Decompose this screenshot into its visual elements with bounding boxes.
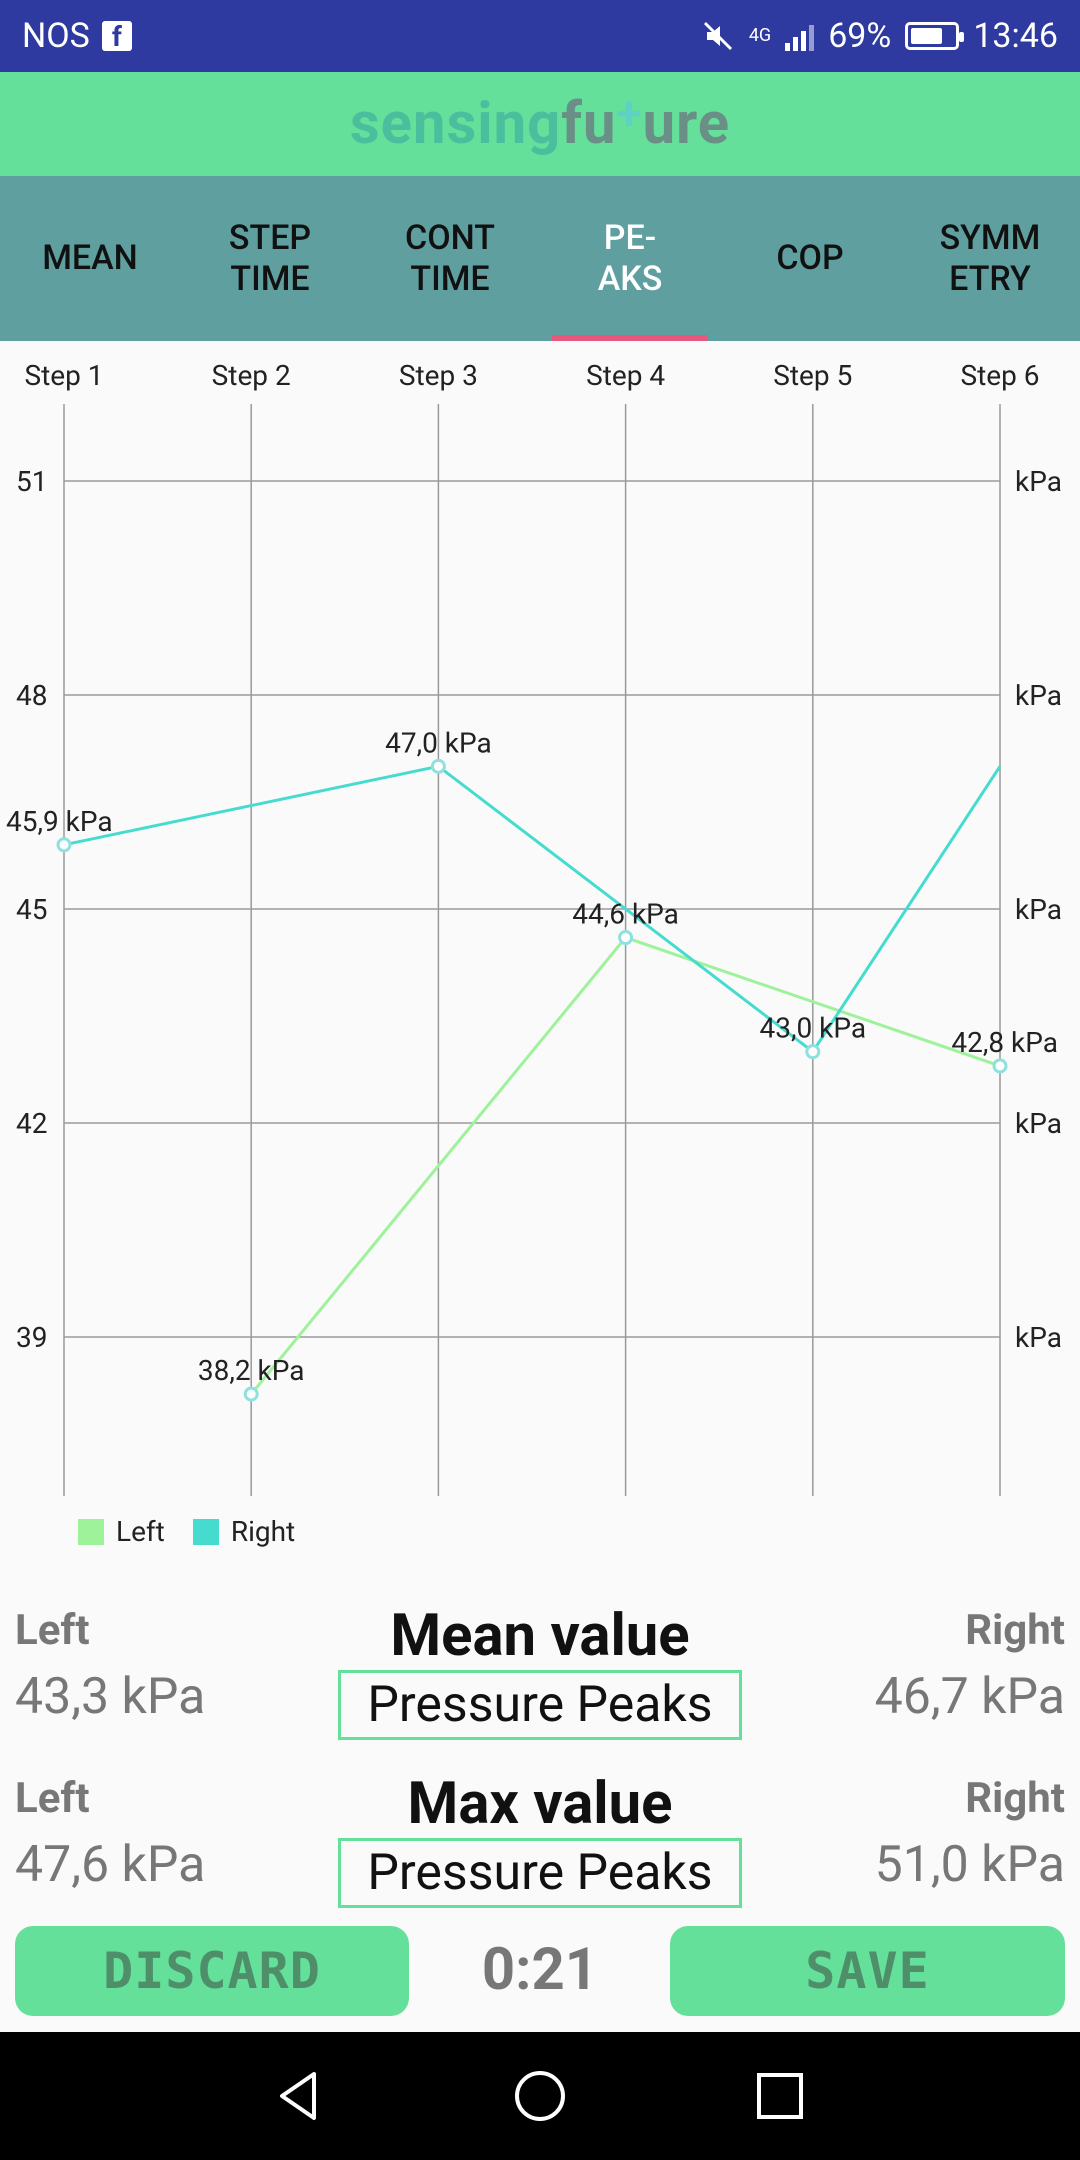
chart-svg: Step 1 Step 2 Step 3 Step 4 Step 5 Step 6 39 kP…: [6, 359, 1062, 1496]
data-label: 44,6 kPa: [572, 898, 679, 931]
recording-timer: 0:21: [481, 1936, 599, 2004]
mean-right-value: 46,7 kPa: [874, 1668, 1065, 1726]
logo-text-sensing: sensing: [349, 90, 562, 158]
data-point: [56, 837, 72, 853]
x-tick-label: Step 2: [212, 359, 291, 392]
right-axis-unit-label: kPa: [1015, 893, 1062, 926]
y-tick-label: 45: [16, 893, 47, 926]
peaks-chart: Step 1 Step 2 Step 3 Step 4 Step 5 Step 6 39 kP…: [0, 341, 1080, 1541]
max-left-value: 47,6 kPa: [15, 1836, 206, 1894]
recents-icon: [757, 2073, 803, 2119]
status-bar: NOS f 4G 69% 13:46: [0, 0, 1080, 72]
x-tick-label: Step 4: [586, 359, 665, 392]
system-nav-bar: [0, 2032, 1080, 2160]
app-logo: sensingfu+ure: [349, 87, 731, 158]
legend-right-label: Right: [230, 1515, 296, 1548]
back-icon: [280, 2072, 316, 2120]
max-value-row: Left Max value Right 47,6 kPa Pressure P…: [0, 1770, 1080, 1942]
tab-cop[interactable]: COP: [776, 238, 844, 279]
tab-bar: MEAN STEP TIME CONT TIME PE- AKS COP SYM…: [0, 176, 1080, 341]
status-right: 4G 69% 13:46: [701, 16, 1058, 56]
mean-metric-selector[interactable]: Pressure Peaks: [338, 1670, 742, 1740]
max-left-label: Left: [15, 1774, 90, 1823]
recents-button[interactable]: [720, 2032, 840, 2160]
data-point: [992, 1058, 1008, 1074]
chart-legend: Left Right: [78, 1515, 311, 1548]
tab-step-time[interactable]: STEP TIME: [228, 217, 312, 299]
data-point: [243, 1386, 259, 1402]
logo-text-ure: ure: [642, 90, 731, 158]
data-point: [430, 758, 446, 774]
home-button[interactable]: [480, 2032, 600, 2160]
x-tick-label: Step 1: [24, 359, 103, 392]
discard-button[interactable]: DISCARD: [15, 1926, 409, 2016]
legend-left-swatch: [78, 1518, 104, 1545]
logo-plus: +: [616, 87, 643, 141]
battery-percent: 69%: [828, 16, 892, 56]
series-line-right: [63, 764, 1002, 1054]
data-label: 38,2 kPa: [198, 1354, 305, 1387]
right-axis-unit-label: kPa: [1015, 465, 1062, 498]
max-value-title: Max value: [407, 1770, 673, 1838]
x-tick-label: Step 3: [399, 359, 478, 392]
y-tick-label: 48: [16, 679, 47, 712]
data-label: 42,8 kPa: [951, 1026, 1058, 1059]
data-label: 47,0 kPa: [385, 726, 492, 759]
data-label: 45,9 kPa: [6, 805, 113, 838]
y-tick-label: 51: [16, 465, 47, 498]
legend-right-swatch: [192, 1518, 219, 1545]
right-axis-unit-label: kPa: [1015, 1321, 1062, 1354]
x-tick-label: Step 5: [773, 359, 852, 392]
facebook-icon: f: [101, 21, 132, 51]
y-tick-label: 39: [16, 1321, 47, 1354]
battery-icon: [905, 22, 965, 50]
tab-peaks[interactable]: PE- AKS: [540, 176, 720, 341]
signal-icon: [785, 21, 815, 51]
data-point: [618, 930, 634, 946]
status-left: NOS f: [22, 16, 132, 56]
mean-left-label: Left: [15, 1606, 90, 1655]
home-icon: [515, 2071, 565, 2121]
mean-value-title: Mean value: [390, 1602, 690, 1670]
tab-cont-time[interactable]: CONT TIME: [405, 217, 495, 299]
mean-value-row: Left Mean value Right 43,3 kPa Pressure …: [0, 1602, 1080, 1774]
legend-left: Left: [78, 1515, 165, 1548]
back-button[interactable]: [240, 2032, 360, 2160]
clock: 13:46: [973, 16, 1058, 56]
legend-left-label: Left: [116, 1515, 165, 1548]
carrier-label: NOS: [22, 16, 90, 56]
x-tick-label: Step 6: [960, 359, 1039, 392]
max-metric-selector[interactable]: Pressure Peaks: [338, 1838, 742, 1908]
data-point: [805, 1044, 821, 1060]
legend-right: Right: [192, 1515, 296, 1548]
tab-mean[interactable]: MEAN: [42, 238, 138, 279]
app-bar: sensingfu+ure: [0, 72, 1080, 176]
save-button[interactable]: SAVE: [670, 1926, 1065, 2016]
right-axis-unit-label: kPa: [1015, 1107, 1062, 1140]
max-right-label: Right: [965, 1774, 1065, 1823]
tab-symmetry[interactable]: SYMM ETRY: [939, 217, 1041, 299]
mean-right-label: Right: [965, 1606, 1065, 1655]
network-label: 4G: [748, 25, 772, 46]
logo-text-fu: fu: [561, 90, 617, 158]
right-axis-unit-label: kPa: [1015, 679, 1062, 712]
mean-left-value: 43,3 kPa: [15, 1668, 206, 1726]
mute-icon: [703, 21, 732, 51]
y-tick-label: 42: [16, 1107, 47, 1140]
data-label: 43,0 kPa: [759, 1012, 866, 1045]
max-right-value: 51,0 kPa: [874, 1836, 1065, 1894]
